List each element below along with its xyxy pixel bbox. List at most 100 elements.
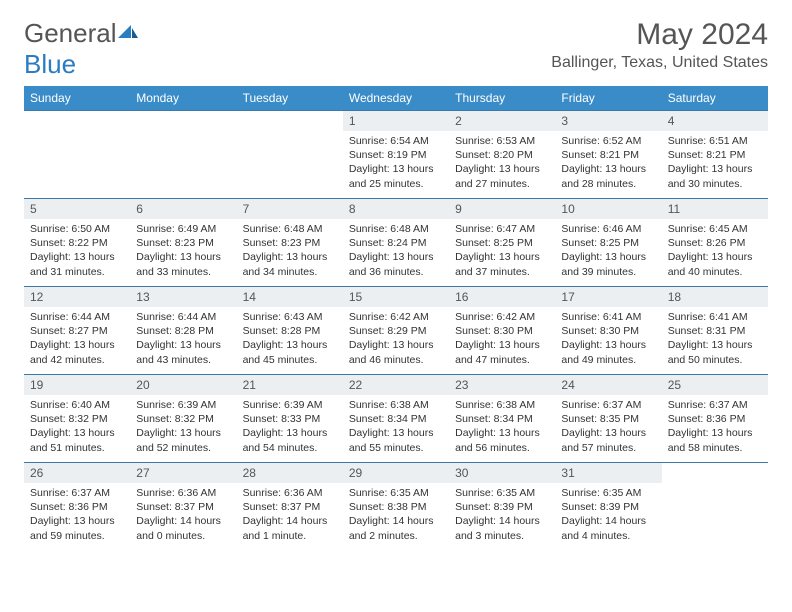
day-number: 12 bbox=[24, 287, 130, 307]
day-number: 9 bbox=[449, 199, 555, 219]
day-content: Sunrise: 6:35 AMSunset: 8:39 PMDaylight:… bbox=[555, 483, 661, 547]
calendar-cell: 5Sunrise: 6:50 AMSunset: 8:22 PMDaylight… bbox=[24, 199, 130, 287]
calendar-cell: 3Sunrise: 6:52 AMSunset: 8:21 PMDaylight… bbox=[555, 111, 661, 199]
daylight-text: Daylight: 13 hours and 47 minutes. bbox=[455, 338, 549, 366]
sunrise-text: Sunrise: 6:42 AM bbox=[349, 310, 443, 324]
day-number: 1 bbox=[343, 111, 449, 131]
sunset-text: Sunset: 8:21 PM bbox=[561, 148, 655, 162]
day-content: Sunrise: 6:50 AMSunset: 8:22 PMDaylight:… bbox=[24, 219, 130, 283]
weekday-tuesday: Tuesday bbox=[237, 86, 343, 111]
daylight-text: Daylight: 13 hours and 42 minutes. bbox=[30, 338, 124, 366]
day-content: Sunrise: 6:53 AMSunset: 8:20 PMDaylight:… bbox=[449, 131, 555, 195]
sunset-text: Sunset: 8:27 PM bbox=[30, 324, 124, 338]
calendar-cell: 31Sunrise: 6:35 AMSunset: 8:39 PMDayligh… bbox=[555, 463, 661, 551]
day-number: 15 bbox=[343, 287, 449, 307]
sunrise-text: Sunrise: 6:44 AM bbox=[136, 310, 230, 324]
sunset-text: Sunset: 8:25 PM bbox=[455, 236, 549, 250]
day-number: 5 bbox=[24, 199, 130, 219]
sunset-text: Sunset: 8:33 PM bbox=[243, 412, 337, 426]
sunrise-text: Sunrise: 6:35 AM bbox=[349, 486, 443, 500]
day-number: 27 bbox=[130, 463, 236, 483]
daylight-text: Daylight: 13 hours and 59 minutes. bbox=[30, 514, 124, 542]
day-content: Sunrise: 6:44 AMSunset: 8:28 PMDaylight:… bbox=[130, 307, 236, 371]
calendar-cell: 12 Sunrise: 6:44 AMSunset: 8:27 PMDayligh… bbox=[24, 287, 130, 375]
day-number: 14 bbox=[237, 287, 343, 307]
sunset-text: Sunset: 8:39 PM bbox=[455, 500, 549, 514]
daylight-text: Daylight: 13 hours and 28 minutes. bbox=[561, 162, 655, 190]
sunrise-text: Sunrise: 6:36 AM bbox=[136, 486, 230, 500]
day-number: 25 bbox=[662, 375, 768, 395]
sunset-text: Sunset: 8:28 PM bbox=[136, 324, 230, 338]
calendar-cell: 23Sunrise: 6:38 AMSunset: 8:34 PMDayligh… bbox=[449, 375, 555, 463]
sunrise-text: Sunrise: 6:53 AM bbox=[455, 134, 549, 148]
calendar-cell: 14Sunrise: 6:43 AMSunset: 8:28 PMDayligh… bbox=[237, 287, 343, 375]
calendar-cell: 16Sunrise: 6:42 AMSunset: 8:30 PMDayligh… bbox=[449, 287, 555, 375]
calendar-cell: 11Sunrise: 6:45 AMSunset: 8:26 PMDayligh… bbox=[662, 199, 768, 287]
sunrise-text: Sunrise: 6:46 AM bbox=[561, 222, 655, 236]
sunrise-text: Sunrise: 6:44 AM bbox=[30, 310, 124, 324]
month-title: May 2024 bbox=[551, 18, 768, 52]
calendar-body: 1Sunrise: 6:54 AMSunset: 8:19 PMDaylight… bbox=[24, 111, 768, 551]
calendar-cell: 2Sunrise: 6:53 AMSunset: 8:20 PMDaylight… bbox=[449, 111, 555, 199]
daylight-text: Daylight: 14 hours and 2 minutes. bbox=[349, 514, 443, 542]
calendar-cell: 22Sunrise: 6:38 AMSunset: 8:34 PMDayligh… bbox=[343, 375, 449, 463]
sunset-text: Sunset: 8:39 PM bbox=[561, 500, 655, 514]
daylight-text: Daylight: 13 hours and 52 minutes. bbox=[136, 426, 230, 454]
day-number: 26 bbox=[24, 463, 130, 483]
sunrise-text: Sunrise: 6:45 AM bbox=[668, 222, 762, 236]
logo-text: General Blue bbox=[24, 18, 139, 80]
day-content: Sunrise: 6:38 AMSunset: 8:34 PMDaylight:… bbox=[449, 395, 555, 459]
daylight-text: Daylight: 14 hours and 0 minutes. bbox=[136, 514, 230, 542]
day-number: 8 bbox=[343, 199, 449, 219]
calendar-cell bbox=[237, 111, 343, 199]
calendar: Sunday Monday Tuesday Wednesday Thursday… bbox=[24, 86, 768, 551]
calendar-cell: 15Sunrise: 6:42 AMSunset: 8:29 PMDayligh… bbox=[343, 287, 449, 375]
calendar-cell: 10Sunrise: 6:46 AMSunset: 8:25 PMDayligh… bbox=[555, 199, 661, 287]
daylight-text: Daylight: 14 hours and 4 minutes. bbox=[561, 514, 655, 542]
calendar-cell: 20Sunrise: 6:39 AMSunset: 8:32 PMDayligh… bbox=[130, 375, 236, 463]
sunset-text: Sunset: 8:35 PM bbox=[561, 412, 655, 426]
day-number: 18 bbox=[662, 287, 768, 307]
day-number: 2 bbox=[449, 111, 555, 131]
day-number: 30 bbox=[449, 463, 555, 483]
daylight-text: Daylight: 13 hours and 33 minutes. bbox=[136, 250, 230, 278]
title-block: May 2024 Ballinger, Texas, United States bbox=[551, 18, 768, 72]
daylight-text: Daylight: 14 hours and 3 minutes. bbox=[455, 514, 549, 542]
calendar-cell: 18Sunrise: 6:41 AMSunset: 8:31 PMDayligh… bbox=[662, 287, 768, 375]
sunset-text: Sunset: 8:38 PM bbox=[349, 500, 443, 514]
daylight-text: Daylight: 13 hours and 50 minutes. bbox=[668, 338, 762, 366]
sunset-text: Sunset: 8:19 PM bbox=[349, 148, 443, 162]
sunrise-text: Sunrise: 6:37 AM bbox=[561, 398, 655, 412]
day-number: 16 bbox=[449, 287, 555, 307]
day-number: 11 bbox=[662, 199, 768, 219]
sunrise-text: Sunrise: 6:38 AM bbox=[455, 398, 549, 412]
calendar-cell: 27Sunrise: 6:36 AMSunset: 8:37 PMDayligh… bbox=[130, 463, 236, 551]
sunrise-text: Sunrise: 6:40 AM bbox=[30, 398, 124, 412]
day-content: Sunrise: 6:43 AMSunset: 8:28 PMDaylight:… bbox=[237, 307, 343, 371]
sunrise-text: Sunrise: 6:38 AM bbox=[349, 398, 443, 412]
calendar-week-row: 26Sunrise: 6:37 AMSunset: 8:36 PMDayligh… bbox=[24, 463, 768, 551]
day-content: Sunrise: 6:47 AMSunset: 8:25 PMDaylight:… bbox=[449, 219, 555, 283]
header: General Blue May 2024 Ballinger, Texas, … bbox=[24, 18, 768, 80]
calendar-cell: 17Sunrise: 6:41 AMSunset: 8:30 PMDayligh… bbox=[555, 287, 661, 375]
day-content: Sunrise: 6:37 AMSunset: 8:36 PMDaylight:… bbox=[24, 483, 130, 547]
weekday-wednesday: Wednesday bbox=[343, 86, 449, 111]
weekday-thursday: Thursday bbox=[449, 86, 555, 111]
sunset-text: Sunset: 8:25 PM bbox=[561, 236, 655, 250]
day-content: Sunrise: 6:37 AMSunset: 8:36 PMDaylight:… bbox=[662, 395, 768, 459]
sunrise-text: Sunrise: 6:36 AM bbox=[243, 486, 337, 500]
day-content: Sunrise: 6:39 AMSunset: 8:32 PMDaylight:… bbox=[130, 395, 236, 459]
sunset-text: Sunset: 8:32 PM bbox=[136, 412, 230, 426]
day-content: Sunrise: 6:42 AMSunset: 8:30 PMDaylight:… bbox=[449, 307, 555, 371]
calendar-header-row: Sunday Monday Tuesday Wednesday Thursday… bbox=[24, 86, 768, 111]
calendar-week-row: 1Sunrise: 6:54 AMSunset: 8:19 PMDaylight… bbox=[24, 111, 768, 199]
calendar-cell: 6Sunrise: 6:49 AMSunset: 8:23 PMDaylight… bbox=[130, 199, 236, 287]
day-content: Sunrise: 6:36 AMSunset: 8:37 PMDaylight:… bbox=[237, 483, 343, 547]
sunrise-text: Sunrise: 6:49 AM bbox=[136, 222, 230, 236]
day-number: 28 bbox=[237, 463, 343, 483]
sunrise-text: Sunrise: 6:35 AM bbox=[561, 486, 655, 500]
calendar-cell: 13Sunrise: 6:44 AMSunset: 8:28 PMDayligh… bbox=[130, 287, 236, 375]
day-number: 19 bbox=[24, 375, 130, 395]
sunset-text: Sunset: 8:28 PM bbox=[243, 324, 337, 338]
daylight-text: Daylight: 13 hours and 58 minutes. bbox=[668, 426, 762, 454]
